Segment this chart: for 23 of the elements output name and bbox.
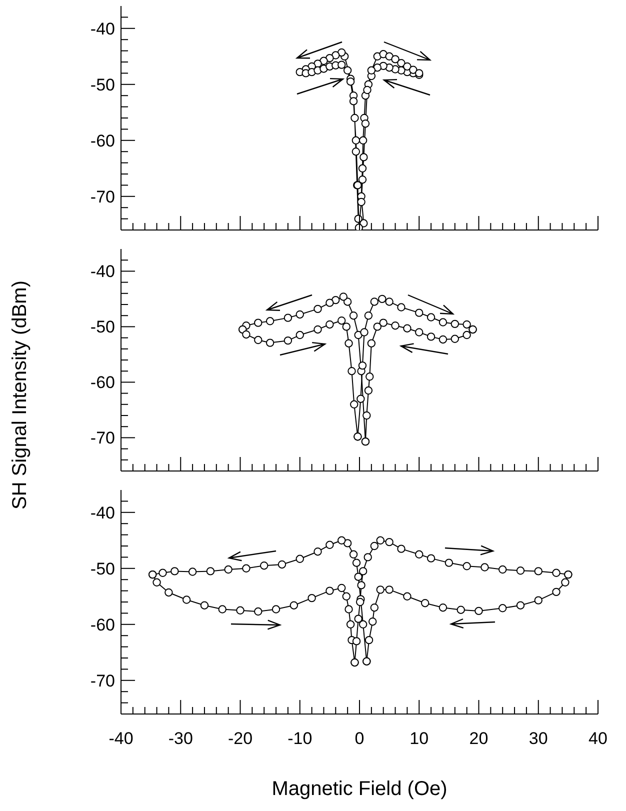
x-tick-label: -30 [168,729,193,748]
y-tick-label: -50 [90,75,115,94]
y-tick-label: -40 [90,262,115,282]
x-tick-label: 10 [410,729,429,748]
x-tick-label: 30 [528,729,548,748]
y-tick-label: -70 [90,671,115,690]
y-tick-label: -50 [90,559,115,578]
y-tick-label: -60 [90,615,115,634]
y-tick-label: -40 [90,503,115,522]
x-tick-label: -40 [108,729,134,748]
x-tick-label: 40 [588,729,608,748]
x-tick-label: -20 [228,729,253,748]
x-axis-title: Magnetic Field (Oe) [272,778,448,800]
y-tick-label: -60 [90,373,115,392]
y-tick-label: -60 [90,131,115,150]
x-tick-label: -10 [288,729,312,748]
y-tick-label: -50 [90,318,115,337]
x-tick-label: 0 [354,729,364,748]
y-tick-label: -40 [90,19,115,38]
y-tick-label: -70 [90,428,115,448]
x-tick-label: 20 [469,729,488,748]
y-tick-label: -70 [90,187,115,206]
y-axis-title: SH Signal Intensity (dBm) [8,280,32,512]
